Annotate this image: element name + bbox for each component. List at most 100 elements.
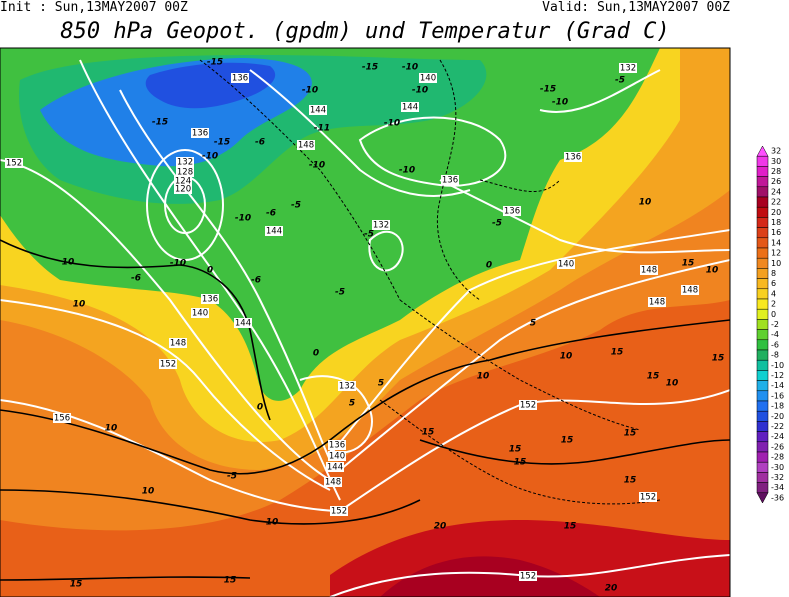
isotherm-label: -15 bbox=[540, 85, 556, 95]
legend-swatch bbox=[756, 288, 769, 300]
isobar-label-box bbox=[519, 571, 537, 581]
isotherm-label: -15 bbox=[362, 63, 378, 73]
isobar-label: 136 bbox=[202, 295, 218, 305]
legend-label: 30 bbox=[771, 157, 781, 166]
legend-swatch bbox=[756, 451, 769, 463]
isobar-label: 148 bbox=[682, 286, 698, 296]
isotherm-label: 15 bbox=[514, 458, 527, 468]
legend-label: 6 bbox=[771, 279, 776, 288]
isobar-label-box bbox=[169, 338, 187, 348]
isobar-label: 148 bbox=[170, 339, 186, 349]
legend-swatch bbox=[756, 461, 769, 473]
legend-label: 32 bbox=[771, 147, 781, 156]
legend-swatch bbox=[756, 206, 769, 218]
isobars bbox=[0, 59, 730, 597]
isobar-label: 136 bbox=[232, 74, 248, 84]
isotherm-label: 15 bbox=[224, 576, 237, 586]
isotherm-label: -6 bbox=[131, 274, 141, 284]
isotherm-label: -10 bbox=[384, 119, 400, 129]
isobar-label-box bbox=[53, 413, 71, 423]
legend-swatch bbox=[756, 176, 769, 188]
isobar-label: 152 bbox=[160, 360, 176, 370]
isotherm-label: -10 bbox=[399, 166, 415, 176]
legend-swatch bbox=[756, 482, 769, 494]
isotherm-label: 15 bbox=[682, 259, 695, 269]
isobar-label: 152 bbox=[520, 401, 536, 411]
isobar-label: 140 bbox=[420, 74, 436, 84]
legend-label: -32 bbox=[771, 473, 784, 482]
legend-label: 14 bbox=[771, 238, 781, 247]
isobar-label-box bbox=[372, 220, 390, 230]
legend-swatch bbox=[756, 268, 769, 279]
isobar-label-box bbox=[309, 105, 327, 115]
isobar-label-box bbox=[174, 176, 192, 186]
isotherm-label: 5 bbox=[378, 379, 384, 389]
isotherm-label: -6 bbox=[266, 209, 276, 219]
isotherm-label: 10 bbox=[706, 266, 719, 276]
isobar-label-box bbox=[419, 73, 437, 83]
legend-swatch bbox=[756, 227, 769, 239]
isobar-label: 128 bbox=[177, 168, 193, 178]
isobar-label-box bbox=[324, 477, 342, 487]
isotherm-label: -15 bbox=[207, 58, 223, 68]
isobar-label: 144 bbox=[266, 227, 282, 237]
isotherm-label: -6 bbox=[255, 138, 265, 148]
isobar-label: 124 bbox=[175, 177, 191, 187]
isobar-label: 132 bbox=[373, 221, 389, 231]
isobar-label: 144 bbox=[327, 463, 343, 473]
isotherm-label: -10 bbox=[412, 86, 428, 96]
isotherm-label: 15 bbox=[422, 428, 435, 438]
isotherm-label: 15 bbox=[561, 436, 574, 446]
isobar-label-box bbox=[648, 297, 666, 307]
isotherm-label: -5 bbox=[364, 230, 374, 240]
legend-swatch bbox=[756, 400, 769, 412]
isobar-label-box bbox=[503, 206, 521, 216]
legend-swatch bbox=[756, 410, 769, 422]
isobar-label: 148 bbox=[641, 266, 657, 276]
legend-label: 16 bbox=[771, 228, 781, 237]
isotherm-label: -5 bbox=[291, 201, 301, 211]
valid-time: Valid: Sun,13MAY2007 00Z bbox=[542, 0, 730, 15]
legend-label: 0 bbox=[771, 310, 776, 319]
legend-swatch bbox=[756, 472, 769, 483]
coastlines bbox=[199, 59, 661, 505]
temp-field bbox=[380, 556, 600, 597]
legend-swatch bbox=[756, 390, 769, 402]
isotherm-label: -15 bbox=[214, 138, 230, 148]
isobar-label: 152 bbox=[520, 572, 536, 582]
legend-label: -22 bbox=[771, 422, 784, 431]
isobar-label-box bbox=[519, 400, 537, 410]
isotherm-label: 5 bbox=[349, 399, 355, 409]
isotherm-label: -15 bbox=[152, 118, 168, 128]
map-frame bbox=[0, 47, 731, 597]
isotherm-label: -5 bbox=[492, 219, 502, 229]
legend-swatch bbox=[756, 339, 769, 351]
legend-label: -14 bbox=[771, 381, 784, 390]
isotherm-label: -10 bbox=[202, 152, 218, 162]
isotherms bbox=[0, 239, 730, 581]
init-time: Init : Sun,13MAY2007 00Z bbox=[0, 0, 188, 15]
isotherm-label: 5 bbox=[530, 319, 536, 329]
legend-label: -30 bbox=[771, 463, 784, 472]
isotherm-label: 15 bbox=[624, 429, 637, 439]
isobar-label: 132 bbox=[339, 382, 355, 392]
legend-swatch bbox=[756, 247, 769, 259]
isotherm-label: -10 bbox=[552, 98, 568, 108]
legend-swatch bbox=[756, 155, 769, 167]
isotherm-label: 20 bbox=[434, 522, 447, 532]
isotherm-label: -10 bbox=[402, 63, 418, 73]
isobar-label: 148 bbox=[298, 141, 314, 151]
legend-label: -26 bbox=[771, 442, 784, 451]
isotherm-label: 15 bbox=[611, 348, 624, 358]
isotherm-label: 0 bbox=[257, 403, 263, 413]
isobar-label: 148 bbox=[325, 478, 341, 488]
isobar-label-box bbox=[5, 158, 23, 168]
legend-label: 12 bbox=[771, 249, 781, 258]
legend-swatch bbox=[756, 237, 769, 249]
isotherm-label: 15 bbox=[647, 372, 660, 382]
isobar-label-box bbox=[639, 492, 657, 502]
isobar-label-box bbox=[326, 462, 344, 472]
isobar-label-box bbox=[640, 265, 658, 275]
